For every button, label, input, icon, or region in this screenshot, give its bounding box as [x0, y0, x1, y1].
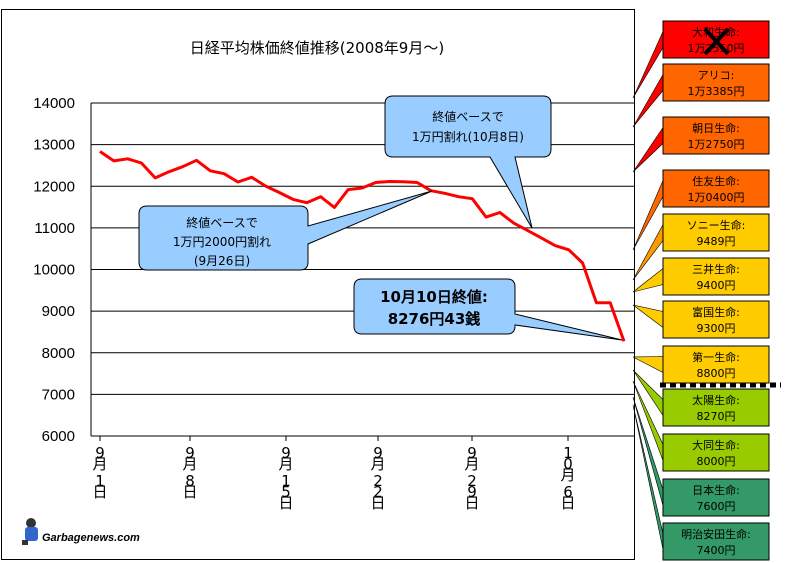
- chart-title: 日経平均株価終値推移(2008年9月～): [190, 39, 444, 57]
- insurer-box: [662, 169, 770, 208]
- callout-9-26-line2: 1万円2000円割れ: [173, 234, 271, 249]
- callout-10-10: 10月10日終値: 8276円43銭: [353, 278, 623, 341]
- callout-9-26: 終値ベースで 1万円2000円割れ (9月26日): [138, 190, 433, 271]
- callout-10-8: 終値ベースで 1万円割れ(10月8日): [384, 95, 552, 229]
- insurer-box: [662, 213, 770, 252]
- insurer-name: 住友生命:: [692, 174, 740, 188]
- insurer-value: 7600円: [697, 500, 736, 513]
- insurer-arrow: [632, 304, 664, 329]
- chart-frame: [1, 9, 635, 560]
- insurer-box: [662, 388, 770, 427]
- insurer-name: ソニー生命:: [687, 218, 746, 232]
- callout-10-10-bubble: [353, 278, 623, 341]
- insurer-box: [662, 257, 770, 296]
- insurer-box: [662, 300, 770, 339]
- insurer-name: 三井生命:: [692, 262, 740, 276]
- insurer-arrow: [632, 356, 664, 373]
- y-tick-label: 7000: [42, 386, 75, 403]
- y-tick-label: 14000: [33, 95, 75, 112]
- y-tick-label: 12000: [33, 178, 75, 195]
- insurer-value: 1万0400円: [688, 191, 745, 204]
- insurer-value: 8000円: [697, 455, 736, 468]
- insurer-value: 8800円: [697, 367, 736, 380]
- callout-9-26-line1: 終値ベースで: [186, 215, 257, 230]
- insurer-box: [662, 433, 770, 472]
- insurer-value: 9400円: [697, 279, 736, 292]
- insurer-box: [662, 63, 770, 102]
- callout-10-8-bubble: [384, 95, 552, 229]
- logo-text: Garbagenews.com: [42, 532, 140, 544]
- insurer-value: 9300円: [697, 322, 736, 335]
- series-layer: [99, 150, 626, 342]
- y-tick-label: 9000: [42, 303, 75, 320]
- x-axis-labels: 9 月 1 日 9 月 8 日 9 月 1 5 日 9 月 2 2 日 9 月 2 9 日 1 0 月 6 日: [92, 436, 576, 512]
- y-tick-label: 10000: [33, 262, 75, 279]
- y-tick-label: 13000: [33, 137, 75, 154]
- cross-mark-icon: [703, 27, 730, 56]
- insurer-value: 1万3385円: [688, 85, 745, 98]
- insurer-name: 大和生命:: [692, 25, 740, 39]
- insurer-name: アリコ:: [698, 69, 735, 82]
- mascot-icon: [26, 518, 36, 528]
- insurer-value: 9489円: [697, 235, 736, 248]
- y-tick-label: 6000: [42, 428, 75, 445]
- y-axis-labels: 14000 13000 12000 11000 10000 9000 8000 7000 600…: [33, 95, 75, 445]
- insurer-arrow: [632, 73, 664, 128]
- insurer-box: [662, 522, 770, 561]
- insurer-name: 第一生命:: [692, 350, 740, 364]
- callout-9-26-line3: (9月26日): [194, 254, 250, 268]
- garbagenews-logo: Garbagenews.com: [22, 518, 140, 545]
- insurer-name: 大同生命:: [692, 438, 740, 452]
- insurer-box: [662, 345, 770, 384]
- callout-10-8-line1: 終値ベースで: [432, 109, 503, 124]
- insurer-name: 日本生命:: [692, 483, 740, 497]
- insurer-arrow: [632, 126, 664, 173]
- insurer-name: 富国生命:: [692, 305, 740, 319]
- insurer-box: [662, 478, 770, 517]
- callout-10-10-line1: 10月10日終値:: [380, 288, 488, 306]
- y-tick-label: 8000: [42, 345, 75, 362]
- callout-9-26-bubble: [138, 190, 433, 271]
- insurer-value: 1万2750円: [688, 138, 745, 151]
- insurer-name: 明治安田生命:: [681, 527, 751, 541]
- nikkei-close-line: [99, 150, 626, 342]
- y-tick-label: 11000: [34, 220, 75, 237]
- insurer-name: 太陽生命:: [692, 393, 740, 407]
- insurer-value: 7400円: [697, 544, 736, 557]
- callout-10-8-line2: 1万円割れ(10月8日): [412, 129, 524, 144]
- insurer-box: [662, 116, 770, 155]
- insurer-value: 1万2550円: [688, 42, 745, 55]
- insurer-value: 8270円: [697, 410, 736, 423]
- callout-10-10-line2: 8276円43銭: [388, 310, 481, 328]
- insurer-name: 朝日生命:: [692, 121, 740, 135]
